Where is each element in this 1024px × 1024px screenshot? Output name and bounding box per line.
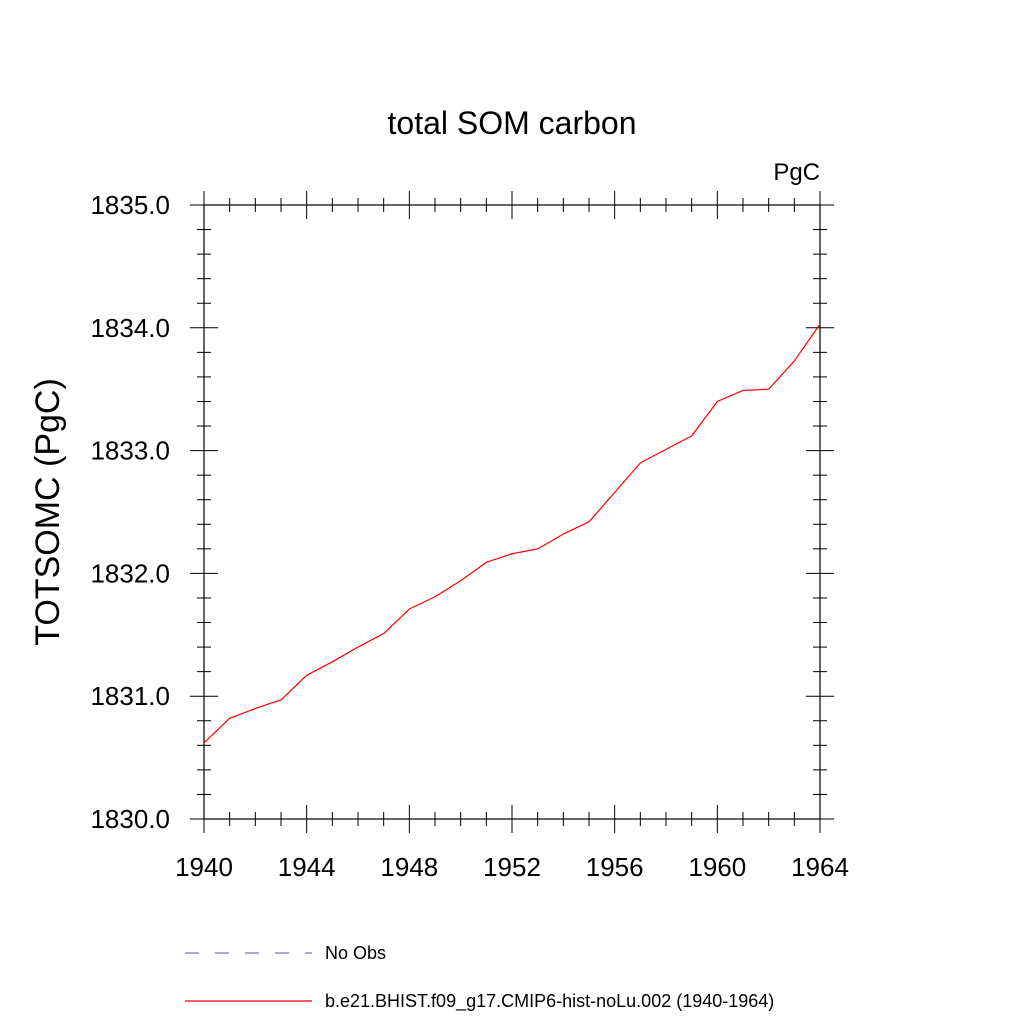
y-tick-label: 1833.0 bbox=[90, 436, 170, 466]
x-tick-label: 1944 bbox=[278, 852, 336, 882]
y-tick-label: 1834.0 bbox=[90, 313, 170, 343]
x-tick-label: 1940 bbox=[175, 852, 233, 882]
minor-ticks bbox=[197, 198, 827, 826]
x-tick-labels: 1940 1944 1948 1952 1956 1960 1964 bbox=[175, 852, 849, 882]
series-layer bbox=[203, 323, 821, 744]
units-label: PgC bbox=[773, 159, 820, 186]
x-tick-label: 1960 bbox=[688, 852, 746, 882]
legend-label-no-obs: No Obs bbox=[325, 943, 386, 963]
y-axis-label: TOTSOMC (PgC) bbox=[29, 378, 67, 646]
plot-frame bbox=[203, 204, 821, 820]
x-tick-label: 1964 bbox=[791, 852, 849, 882]
x-tick-label: 1948 bbox=[380, 852, 438, 882]
chart-title: total SOM carbon bbox=[388, 105, 637, 141]
y-tick-label: 1835.0 bbox=[90, 190, 170, 220]
x-tick-label: 1956 bbox=[586, 852, 644, 882]
y-tick-label: 1831.0 bbox=[90, 681, 170, 711]
legend: No Obs b.e21.BHIST.f09_g17.CMIP6-hist-no… bbox=[185, 943, 774, 1012]
major-ticks bbox=[190, 191, 834, 833]
y-tick-label: 1830.0 bbox=[90, 804, 170, 834]
legend-label-model: b.e21.BHIST.f09_g17.CMIP6-hist-noLu.002 … bbox=[325, 991, 774, 1012]
y-tick-labels: 1830.0 1831.0 1832.0 1833.0 1834.0 1835.0 bbox=[90, 190, 170, 834]
y-tick-label: 1832.0 bbox=[90, 558, 170, 588]
series-line-0 bbox=[203, 323, 821, 744]
x-tick-label: 1952 bbox=[483, 852, 541, 882]
